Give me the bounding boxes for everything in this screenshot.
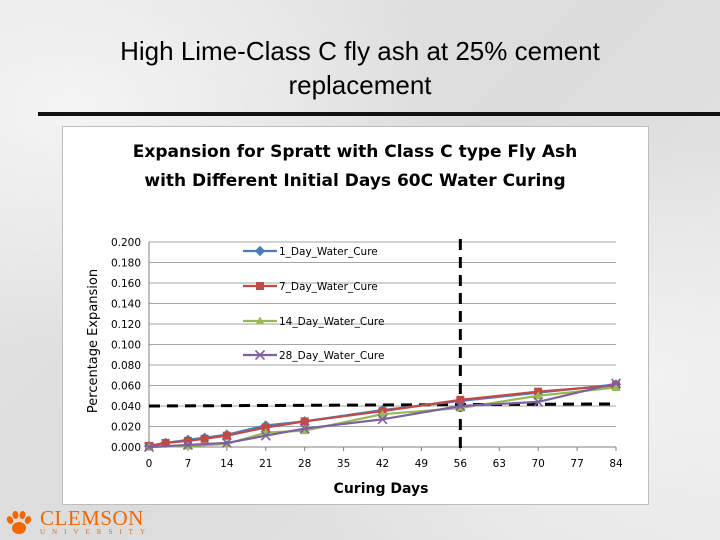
x-marker-stroke (533, 396, 544, 407)
legend-label: 28_Day_Water_Cure (279, 350, 384, 362)
data-point (260, 430, 271, 441)
data-point (300, 426, 310, 435)
x-tick-label: 77 (570, 458, 583, 470)
series-lines (143, 378, 622, 453)
university-logo: CLEMSON UNIVERSITY (0, 505, 170, 540)
series-28_Day_Water_Cure (143, 378, 622, 453)
data-point (456, 395, 465, 404)
y-tick-label: 0.080 (111, 360, 141, 372)
data-point (533, 391, 543, 400)
horizontal-dashed-reference-line (148, 402, 617, 408)
legend-entry: 7_Day_Water_Cure (243, 281, 378, 293)
legend-label: 7_Day_Water_Cure (279, 281, 378, 293)
data-point (221, 437, 232, 448)
x-marker-stroke (143, 441, 155, 453)
legend-marker (254, 349, 266, 361)
x-tick-label: 84 (609, 458, 623, 470)
legend-entry: 14_Day_Water_Cure (243, 316, 384, 328)
logo-subtitle: UNIVERSITY (40, 528, 152, 536)
data-point (533, 396, 544, 407)
x-tick-label: 49 (415, 458, 428, 470)
y-tick-label: 0.000 (111, 442, 141, 454)
x-tick-label: 56 (454, 458, 468, 470)
data-point (610, 378, 622, 389)
reference-lines (148, 239, 617, 454)
y-tick-label: 0.180 (111, 258, 141, 270)
legend: 1_Day_Water_Cure 7_Day_Water_Cure 14_Day_W… (243, 245, 384, 362)
chart-area: Expansion for Spratt with Class C type F… (62, 126, 649, 505)
data-point (261, 423, 270, 432)
axis-ticks: 0.000 0.020 0.040 0.060 0.080 0.100 0.120 0.140… (111, 237, 623, 470)
data-point (222, 431, 231, 440)
legend-entry: 1_Day_Water_Cure (243, 245, 378, 258)
title-divider (38, 112, 720, 116)
y-tick-label: 0.200 (111, 237, 141, 249)
x-marker-stroke (221, 437, 232, 448)
y-tick-label: 0.120 (111, 319, 141, 331)
chart-title-line2: with Different Initial Days 60C Water Cu… (144, 171, 565, 191)
legend-marker (254, 245, 266, 257)
data-point (300, 417, 309, 426)
x-tick-label: 35 (337, 458, 350, 470)
x-tick-label: 28 (298, 458, 311, 470)
x-marker-stroke (182, 439, 193, 451)
legend-label: 14_Day_Water_Cure (279, 316, 384, 328)
data-point (200, 434, 209, 443)
data-point (161, 438, 170, 447)
legend-label: 1_Day_Water_Cure (279, 246, 378, 258)
data-point (378, 409, 387, 418)
legend-marker (255, 316, 265, 325)
x-tick-label: 7 (185, 458, 192, 470)
data-point (299, 423, 310, 434)
data-point (455, 403, 465, 412)
x-marker-stroke (377, 414, 388, 425)
legend-marker (256, 282, 264, 290)
data-point (143, 441, 155, 453)
x-tick-label: 14 (220, 458, 234, 470)
y-tick-label: 0.160 (111, 278, 141, 290)
y-tick-label: 0.100 (111, 340, 141, 352)
data-point (183, 436, 192, 445)
y-tick-label: 0.020 (111, 422, 141, 434)
y-tick-label: 0.140 (111, 299, 141, 311)
slide-title-line2: replacement (288, 70, 432, 100)
slide-title-line1: High Lime-Class C fly ash at 25% cement (120, 36, 600, 66)
tiger-paw-icon (6, 510, 32, 534)
x-tick-label: 0 (146, 458, 153, 470)
x-marker-stroke (299, 423, 310, 434)
data-point (182, 439, 193, 451)
logo-wordmark: CLEMSON (40, 506, 144, 530)
x-axis-label: Curing Days (334, 481, 429, 497)
x-tick-label: 42 (376, 458, 389, 470)
x-tick-label: 21 (259, 458, 272, 470)
y-tick-label: 0.040 (111, 401, 141, 413)
y-axis-label: Percentage Expansion (86, 269, 101, 413)
x-marker-stroke (455, 400, 466, 412)
data-point (611, 383, 621, 392)
legend-entry: 28_Day_Water_Cure (243, 349, 384, 362)
x-tick-label: 63 (493, 458, 506, 470)
x-marker-stroke (254, 349, 266, 361)
series-14_Day_Water_Cure (144, 383, 621, 451)
data-point (377, 414, 388, 425)
y-tick-label: 0.060 (111, 381, 141, 393)
line-chart: Expansion for Spratt with Class C type F… (86, 142, 623, 497)
chart-title-line1: Expansion for Spratt with Class C type F… (133, 142, 577, 162)
x-marker-stroke (260, 430, 271, 441)
slide-title: High Lime-Class C fly ash at 25% cement … (40, 34, 680, 102)
x-tick-label: 70 (531, 458, 544, 470)
x-marker-stroke (610, 378, 622, 389)
data-point (455, 400, 466, 412)
